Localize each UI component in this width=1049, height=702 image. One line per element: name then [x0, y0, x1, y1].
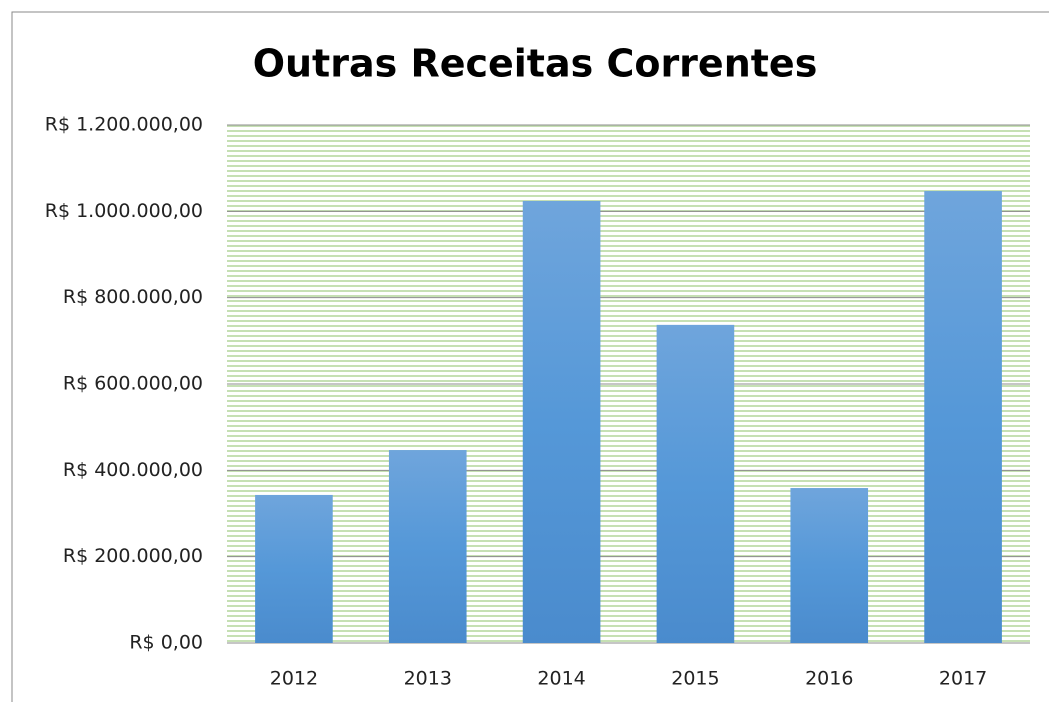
x-tick-label: 2013 [404, 668, 452, 690]
bar [388, 450, 467, 643]
bar [255, 494, 333, 643]
x-tick-label: 2015 [671, 668, 719, 690]
y-tick-label: R$ 200.000,00 [63, 545, 203, 567]
y-tick-label: R$ 0,00 [129, 632, 203, 654]
bar [924, 191, 1002, 644]
x-tick-label: 2016 [805, 668, 853, 690]
y-tick-label: R$ 1.200.000,00 [45, 114, 203, 136]
y-tick-label: R$ 1.000.000,00 [45, 200, 203, 222]
x-tick-label: 2012 [270, 668, 318, 690]
y-tick-label: R$ 800.000,00 [63, 286, 203, 308]
chart-title: Outras Receitas Correntes [253, 42, 818, 86]
x-tick-label: 2014 [537, 668, 585, 690]
y-tick-label: R$ 400.000,00 [63, 459, 203, 481]
x-tick-label: 2017 [939, 668, 987, 690]
chart-border [11, 11, 1049, 702]
bar [790, 488, 869, 643]
bar [656, 324, 735, 643]
bar [522, 200, 601, 643]
y-tick-label: R$ 600.000,00 [63, 373, 203, 395]
